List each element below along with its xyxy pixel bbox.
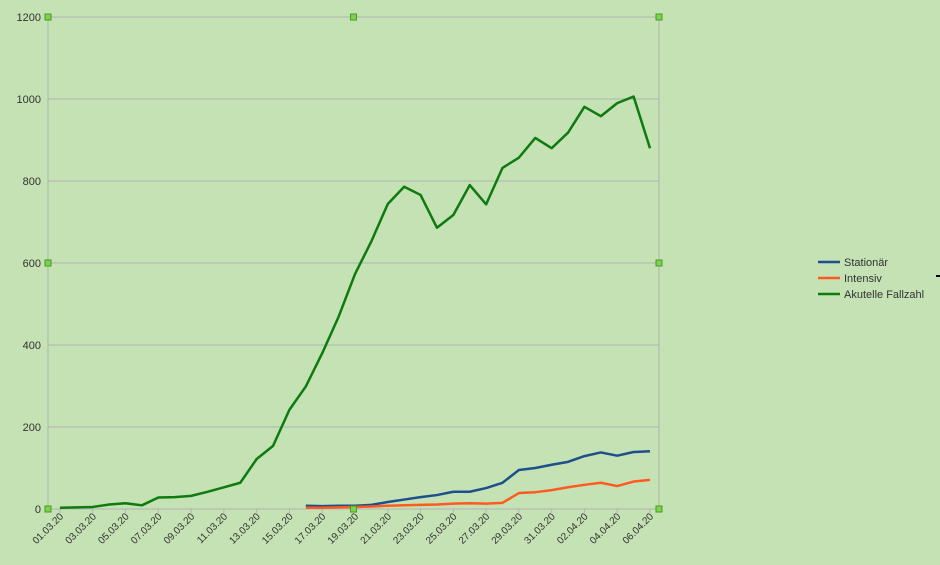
resize-handle[interactable] (350, 13, 357, 21)
legend-label: Akutelle Fallzahl (844, 289, 924, 301)
y-tick-label: 0 (35, 504, 41, 516)
x-tick-label: 02.04.20 (555, 511, 591, 547)
y-tick-label: 200 (23, 422, 41, 434)
y-tick-label: 800 (23, 176, 41, 188)
x-tick-label: 11.03.20 (195, 511, 230, 546)
x-tick-label: 31.03.20 (522, 511, 558, 547)
legend-label: Intensiv (844, 273, 882, 285)
series-line-akutelle-fallzahl (59, 95, 652, 510)
axes: 0 200 400 600 800 1000 1200 01.03.2003.03.2005.… (17, 12, 660, 547)
series-line-station-r (305, 449, 651, 508)
selection-handles[interactable] (44, 13, 663, 513)
x-tick-label: 15.03.20 (260, 511, 296, 547)
resize-handle[interactable] (655, 259, 663, 267)
x-tick-label: 03.03.20 (64, 511, 100, 547)
x-tick-label: 06.04.20 (621, 511, 657, 547)
x-tick-label: 01.03.20 (31, 511, 67, 547)
resize-handle[interactable] (655, 13, 663, 21)
x-tick-label: 13.03.20 (227, 511, 263, 547)
edge-marker (936, 275, 940, 277)
resize-handle[interactable] (655, 505, 663, 513)
x-tick-label: 17.03.20 (293, 511, 329, 547)
series-lines (59, 95, 652, 510)
series-line-intensiv (305, 478, 651, 510)
x-tick-label: 21.03.20 (359, 511, 395, 547)
x-tick-label: 07.03.20 (129, 511, 165, 547)
y-tick-label: 400 (23, 340, 41, 352)
y-tick-label: 1200 (17, 12, 41, 24)
x-tick-label: 25.03.20 (424, 511, 460, 547)
resize-handle[interactable] (44, 505, 52, 513)
x-tick-label: 23.03.20 (391, 511, 427, 547)
y-tick-label: 1000 (17, 94, 41, 106)
legend: Stationär Intensiv Akutelle Fallzahl (818, 257, 940, 301)
x-tick-label: 09.03.20 (162, 511, 198, 547)
x-tick-label: 27.03.20 (457, 511, 493, 547)
resize-handle[interactable] (350, 505, 357, 513)
legend-label: Stationär (844, 257, 888, 269)
gridlines (48, 16, 659, 510)
x-tick-label: 04.04.20 (588, 511, 624, 547)
x-tick-label: 05.03.20 (96, 511, 132, 547)
resize-handle[interactable] (44, 13, 52, 21)
x-tick-label: 29.03.20 (490, 511, 526, 547)
resize-handle[interactable] (44, 259, 52, 267)
y-tick-label: 600 (23, 258, 41, 270)
x-tick-label: 19.03.20 (326, 511, 362, 547)
